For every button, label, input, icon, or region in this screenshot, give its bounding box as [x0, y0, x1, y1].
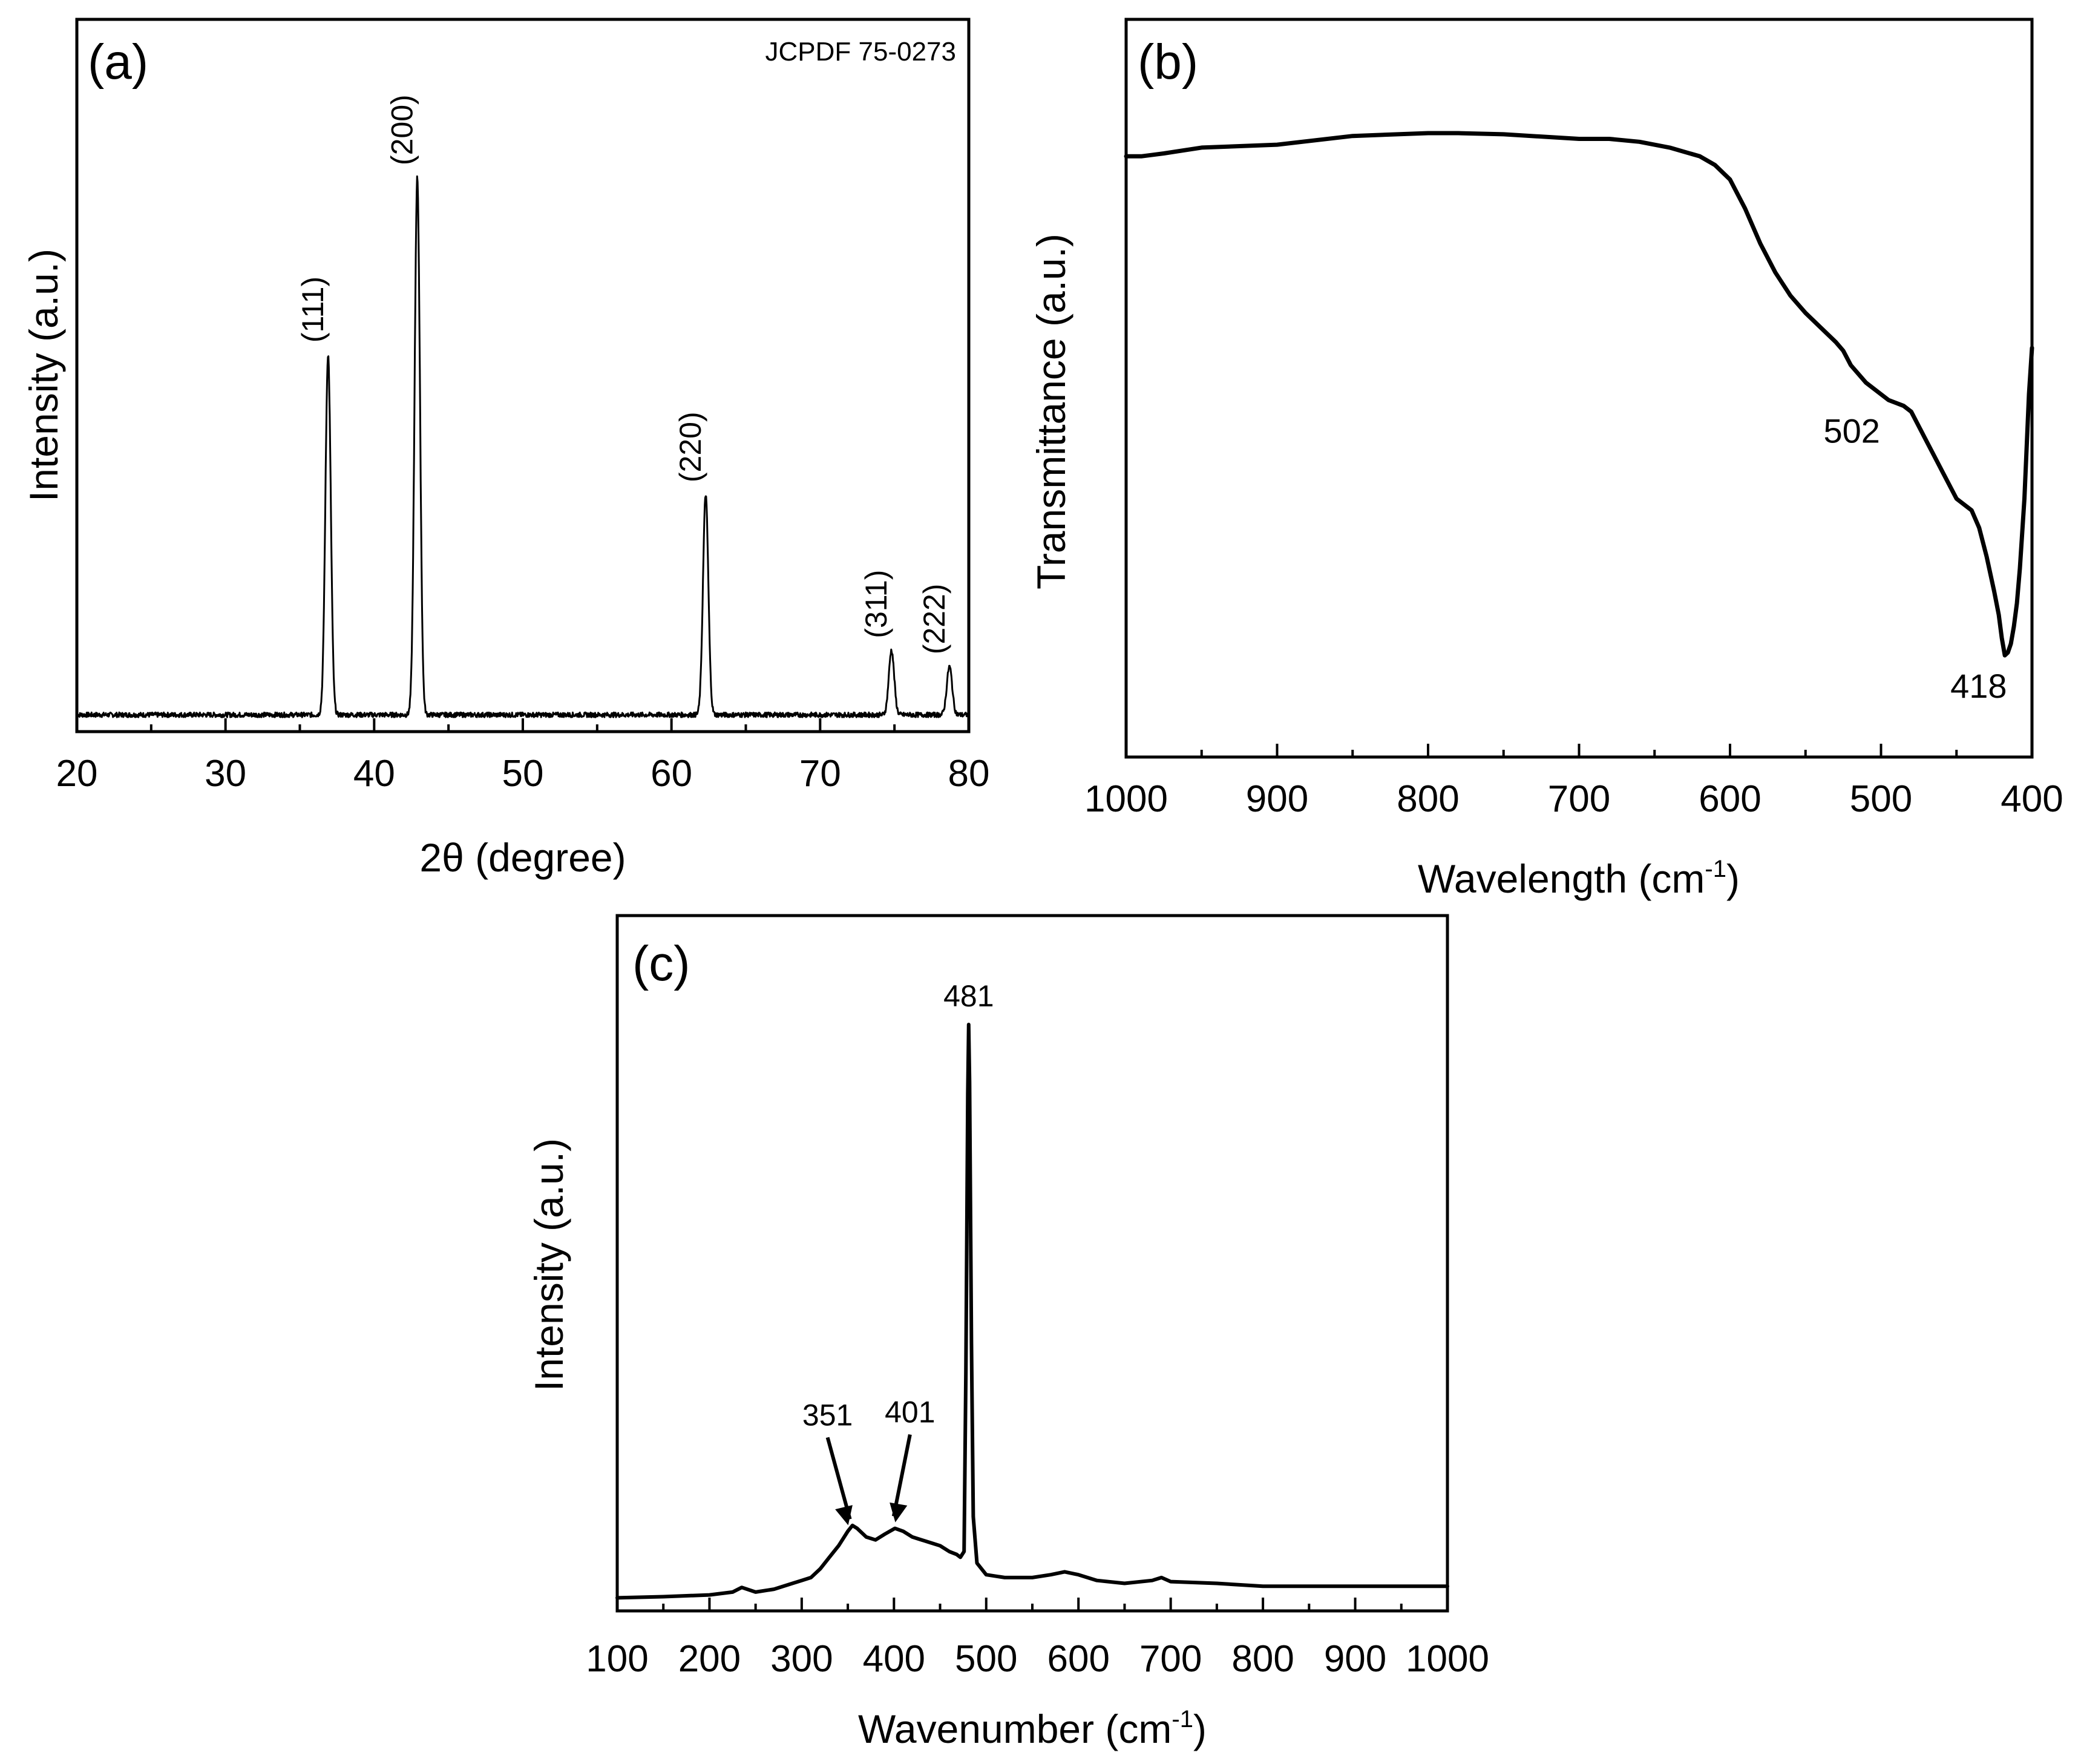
panel-a-x-ticks: 20 30 40 50 60 70 80 [56, 718, 990, 795]
panel-c-raman-curve [615, 1023, 1449, 1600]
x-tick-label: 800 [1231, 1638, 1294, 1680]
panel-a-xrd: 20 30 40 50 60 70 80 (111) (200) (220) (311) (222)… [21, 18, 990, 880]
panel-a-reference: JCPDF 75-0273 [765, 37, 956, 67]
panel-c-x-axis-label-main: Wavenumber (cm [858, 1707, 1172, 1751]
panel-b-label: (b) [1138, 34, 1198, 90]
panel-b-band-labels: 502 418 [1824, 412, 2007, 706]
x-tick-label: 900 [1246, 778, 1308, 820]
panel-b-ftir: 1000 900 800 700 600 500 400 502 418 (b) Wavele… [1029, 18, 2063, 901]
x-tick-label: 700 [1548, 778, 1610, 820]
peak-label: (111) [296, 277, 330, 343]
panel-b-plot-frame [1124, 18, 2034, 759]
x-tick-label: 600 [1047, 1638, 1109, 1680]
x-tick-label: 800 [1397, 778, 1459, 820]
peak-label: (200) [385, 94, 419, 165]
panel-b-ftir-curve [1124, 131, 2034, 658]
peak-label: 401 [885, 1395, 935, 1429]
panel-b-y-axis-label: Transmittance (a.u.) [1029, 234, 1073, 589]
x-tick-label: 500 [1850, 778, 1912, 820]
panel-c-raman: 100 200 300 400 500 600 700 800 900 1000 351 401 48… [526, 914, 1489, 1751]
arrow-head [835, 1505, 853, 1526]
panel-a-plot-frame [75, 18, 971, 733]
arrow-shaft [891, 1434, 912, 1517]
panel-c-x-ticks: 100 200 300 400 500 600 700 800 900 1000 [586, 1598, 1489, 1680]
panel-c-x-axis-label-end: ) [1193, 1707, 1207, 1751]
panel-a-peak-labels: (111) (200) (220) (311) (222) [296, 94, 951, 654]
band-label: 418 [1950, 667, 2007, 705]
x-tick-label: 100 [586, 1638, 648, 1680]
x-tick-label: 1000 [1406, 1638, 1489, 1680]
arrow-head [890, 1502, 908, 1523]
x-tick-label: 60 [651, 753, 692, 795]
peak-label: 481 [943, 979, 994, 1013]
x-tick-label: 70 [799, 753, 841, 795]
panel-a-y-axis-label: Intensity (a.u.) [21, 249, 66, 502]
x-tick-label: 600 [1699, 778, 1761, 820]
panel-c-peak-labels: 351 401 481 [802, 979, 994, 1526]
arrow-shaft [825, 1437, 852, 1520]
panel-a-label: (a) [88, 34, 148, 90]
x-tick-label: 500 [955, 1638, 1017, 1680]
peak-label: 351 [802, 1398, 853, 1432]
x-tick-label: 30 [205, 753, 246, 795]
panel-c-plot-frame [615, 914, 1449, 1613]
panel-c-label: (c) [632, 936, 690, 991]
band-label: 502 [1824, 412, 1880, 450]
x-tick-label: 1000 [1084, 778, 1168, 820]
panel-a-xrd-curve [76, 175, 969, 718]
panel-c-x-axis-label: Wavenumber (cm-1) [858, 1706, 1207, 1751]
x-tick-label: 300 [770, 1638, 833, 1680]
panel-a-x-axis-label: 2θ (degree) [419, 835, 626, 880]
x-tick-label: 700 [1139, 1638, 1202, 1680]
x-tick-label: 200 [678, 1638, 741, 1680]
panel-b-x-axis-label-main: Wavelength (cm [1418, 856, 1705, 901]
peak-label: (222) [917, 584, 951, 655]
x-tick-label: 50 [502, 753, 544, 795]
x-tick-label: 400 [2001, 778, 2063, 820]
x-tick-label: 80 [948, 753, 990, 795]
panel-b-x-axis-label-end: ) [1726, 856, 1740, 901]
peak-label: (311) [859, 570, 893, 638]
panel-b-x-axis-label-sup: -1 [1705, 856, 1726, 882]
x-tick-label: 400 [863, 1638, 925, 1680]
panel-c-y-axis-label: Intensity (a.u.) [526, 1138, 571, 1391]
peak-label: (220) [673, 411, 707, 482]
panel-b-x-ticks: 1000 900 800 700 600 500 400 [1084, 744, 2063, 820]
x-tick-label: 900 [1324, 1638, 1386, 1680]
x-tick-label: 40 [353, 753, 395, 795]
x-tick-label: 20 [56, 753, 98, 795]
panel-c-x-axis-label-sup: -1 [1172, 1706, 1193, 1733]
panel-b-x-axis-label: Wavelength (cm-1) [1418, 856, 1740, 901]
